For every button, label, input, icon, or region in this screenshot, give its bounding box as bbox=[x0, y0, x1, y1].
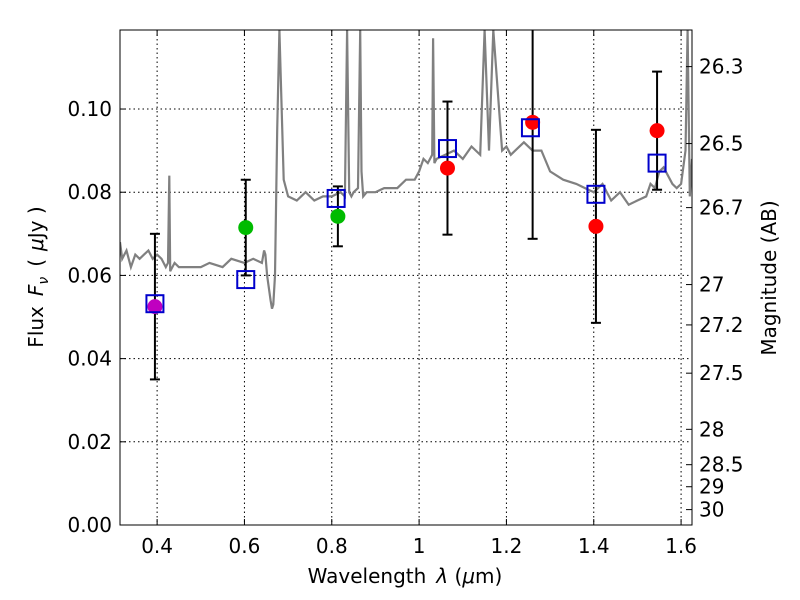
y-axis-unit-mu: μ bbox=[24, 238, 48, 252]
y-axis-title: Flux bbox=[24, 306, 48, 348]
x-tick-label: 0.6 bbox=[229, 534, 261, 558]
magnitude-tick-label: 28.5 bbox=[699, 453, 744, 477]
y-tick-label: 0.04 bbox=[67, 347, 112, 371]
y-axis-symbol-sub: ν bbox=[36, 277, 52, 285]
observed-point bbox=[147, 299, 163, 315]
y-tick-label: 0.06 bbox=[67, 263, 112, 287]
observed-point bbox=[330, 208, 346, 224]
model-point bbox=[586, 184, 606, 204]
magnitude-tick-label: 26.3 bbox=[699, 55, 744, 79]
magnitude-tick-label: 27.5 bbox=[699, 361, 744, 385]
x-tick-label: 0.8 bbox=[316, 534, 348, 558]
y-tick-label: 0.08 bbox=[67, 180, 112, 204]
plot-frame bbox=[119, 29, 693, 526]
x-tick-label: 1.2 bbox=[491, 534, 523, 558]
x-axis-unit-rest: m) bbox=[475, 564, 502, 588]
spectrum-layer bbox=[120, 30, 692, 310]
x-axis-unit-open: ( bbox=[448, 564, 462, 588]
y-axis-symbol: F bbox=[24, 284, 48, 296]
magnitude-tick-label: 30 bbox=[699, 498, 724, 522]
x-tick-label: 1.4 bbox=[578, 534, 610, 558]
magnitude-tick-label: 26.7 bbox=[699, 196, 744, 220]
magnitude-tick-label: 26.5 bbox=[699, 132, 744, 156]
model-point bbox=[145, 294, 165, 314]
y-tick-label: 0.02 bbox=[67, 430, 112, 454]
model-point bbox=[326, 188, 346, 208]
observed-point bbox=[525, 114, 541, 130]
magnitude-tick-label: 27 bbox=[699, 273, 724, 297]
model-point bbox=[437, 139, 457, 159]
x-tick-label: 0.4 bbox=[141, 534, 173, 558]
model-point bbox=[647, 153, 667, 173]
magnitude-tick-label: 28 bbox=[699, 417, 724, 441]
observed-point bbox=[588, 218, 604, 234]
magnitude-tick-label: 29 bbox=[699, 475, 724, 499]
axis-ticks: 0.4 0.6 0.8 1 1.2 1.4 1.6 0.00 0.02 0.04 0.06 0.08 0… bbox=[67, 30, 744, 558]
y-tick-label: 0.10 bbox=[67, 97, 112, 121]
y-axis-label: Flux Fν ( μJy ) bbox=[24, 206, 52, 347]
x-tick-label: 1 bbox=[413, 534, 426, 558]
model-point bbox=[520, 118, 540, 138]
error-bars bbox=[149, 30, 663, 381]
y-tick-label: 0.00 bbox=[67, 513, 112, 537]
observed-point bbox=[439, 160, 455, 176]
x-axis-label: Wavelength λ (μm) bbox=[308, 564, 503, 588]
x-axis-unit-mu: μ bbox=[461, 564, 475, 588]
observed-point bbox=[649, 123, 665, 139]
magnitude-axis-label: Magnitude (AB) bbox=[757, 200, 781, 355]
model-point bbox=[236, 270, 256, 290]
data-points bbox=[145, 114, 667, 315]
x-axis-title: Wavelength bbox=[308, 564, 427, 588]
observed-point bbox=[238, 220, 254, 236]
spectrum-line bbox=[120, 30, 692, 310]
x-tick-label: 1.6 bbox=[665, 534, 697, 558]
y-axis-unit-rest: Jy ) bbox=[24, 206, 48, 240]
grid-lines bbox=[120, 30, 692, 526]
magnitude-tick-label: 27.2 bbox=[699, 313, 744, 337]
x-axis-symbol: λ bbox=[435, 564, 448, 588]
y-axis-unit-open: ( bbox=[24, 259, 48, 267]
